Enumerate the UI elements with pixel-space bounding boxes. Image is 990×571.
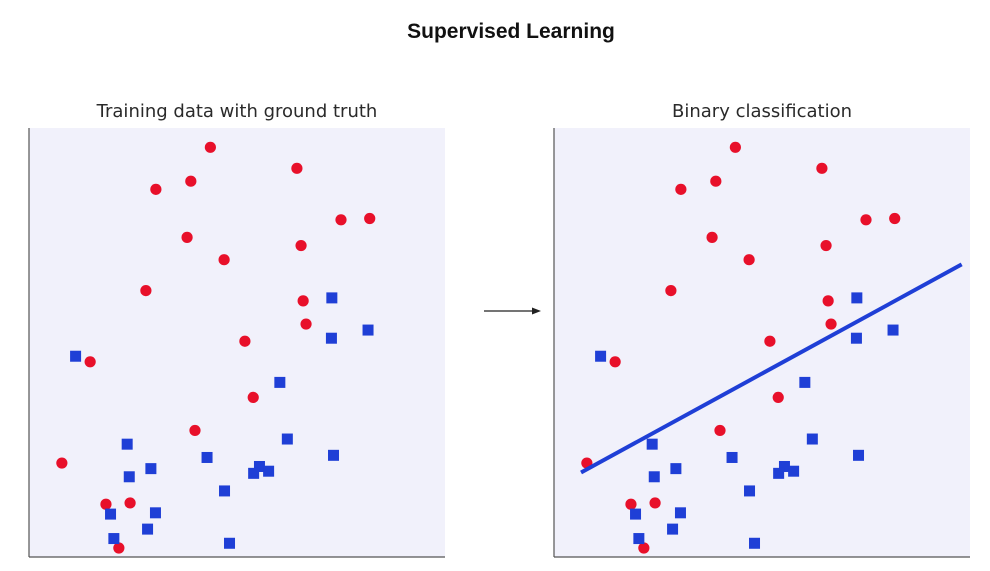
red-circle-point	[706, 231, 718, 243]
red-circle-point	[825, 318, 837, 330]
blue-square-point	[326, 292, 338, 304]
red-circle-point	[84, 356, 96, 368]
blue-square-point	[726, 451, 738, 463]
blue-square-point	[744, 485, 756, 497]
red-circle-point	[860, 214, 872, 226]
red-circle-point	[150, 183, 162, 195]
blue-square-point	[799, 376, 811, 388]
scatter-panel-training	[28, 128, 445, 558]
blue-square-point	[667, 523, 679, 535]
red-circle-point	[649, 497, 661, 509]
blue-square-point	[630, 508, 642, 520]
blue-square-point	[224, 537, 236, 549]
red-circle-point	[714, 424, 726, 437]
blue-square-point	[274, 376, 286, 388]
red-circle-point	[609, 356, 621, 368]
red-circle-point	[816, 162, 828, 174]
blue-square-point	[219, 485, 231, 497]
red-circle-point	[295, 239, 307, 252]
blue-square-point	[851, 292, 863, 304]
panel-title-training: Training data with ground truth	[96, 101, 378, 122]
red-circle-point	[291, 162, 303, 174]
blue-square-point	[749, 537, 761, 549]
red-circle-point	[335, 214, 347, 226]
blue-square-point	[646, 438, 658, 450]
red-circle-point	[297, 295, 309, 307]
blue-square-point	[201, 451, 213, 463]
red-circle-point	[247, 391, 259, 404]
plot-area-training	[29, 128, 445, 557]
transition-arrow	[484, 307, 541, 315]
blue-square-point	[248, 467, 260, 479]
red-circle-point	[665, 284, 677, 297]
red-circle-point	[185, 175, 197, 187]
red-circle-point	[218, 254, 230, 266]
red-circle-point	[100, 498, 112, 510]
panel-title-classification: Binary classification	[672, 101, 852, 122]
red-circle-point	[189, 424, 201, 437]
red-circle-point	[56, 457, 68, 469]
red-circle-point	[729, 141, 741, 153]
blue-square-point	[149, 507, 161, 519]
blue-square-point	[778, 460, 790, 472]
red-circle-point	[675, 183, 687, 195]
blue-square-point	[263, 465, 275, 477]
blue-square-point	[105, 508, 117, 520]
blue-square-point	[281, 433, 293, 445]
blue-square-point	[670, 463, 682, 475]
red-circle-point	[300, 318, 312, 330]
blue-square-point	[595, 350, 607, 362]
blue-square-point	[121, 438, 133, 450]
red-circle-point	[889, 212, 901, 225]
red-circle-point	[743, 254, 755, 266]
scatter-panel-classification	[553, 128, 970, 558]
blue-square-point	[887, 324, 899, 336]
blue-square-point	[633, 533, 645, 545]
red-circle-point	[820, 239, 832, 252]
decision-boundary-line	[580, 262, 963, 475]
red-circle-point	[638, 542, 650, 554]
page-title: Supervised Learning	[407, 20, 615, 43]
blue-square-point	[362, 324, 374, 336]
blue-square-point	[123, 471, 135, 483]
plot-area-classification	[554, 128, 970, 557]
blue-square-point	[108, 533, 120, 545]
red-circle-point	[764, 335, 776, 347]
red-circle-point	[113, 542, 125, 554]
blue-square-point	[142, 523, 154, 535]
red-circle-point	[140, 284, 152, 297]
blue-square-point	[325, 332, 337, 344]
blue-square-point	[850, 332, 862, 344]
red-circle-point	[710, 175, 722, 187]
blue-square-point	[674, 507, 686, 519]
blue-square-point	[806, 433, 818, 445]
blue-square-point	[145, 463, 157, 475]
red-circle-point	[239, 335, 251, 347]
red-circle-point	[204, 141, 216, 153]
red-circle-point	[364, 212, 376, 225]
blue-square-point	[648, 471, 660, 483]
blue-square-point	[328, 449, 340, 461]
arrow-head	[532, 307, 541, 315]
blue-square-point	[70, 350, 82, 362]
blue-square-point	[773, 467, 785, 479]
blue-square-point	[853, 449, 865, 461]
red-circle-point	[822, 295, 834, 307]
red-circle-point	[772, 391, 784, 404]
red-circle-point	[181, 231, 193, 243]
blue-square-point	[253, 460, 265, 472]
red-circle-point	[124, 497, 136, 509]
blue-square-point	[788, 465, 800, 477]
red-circle-point	[625, 498, 637, 510]
